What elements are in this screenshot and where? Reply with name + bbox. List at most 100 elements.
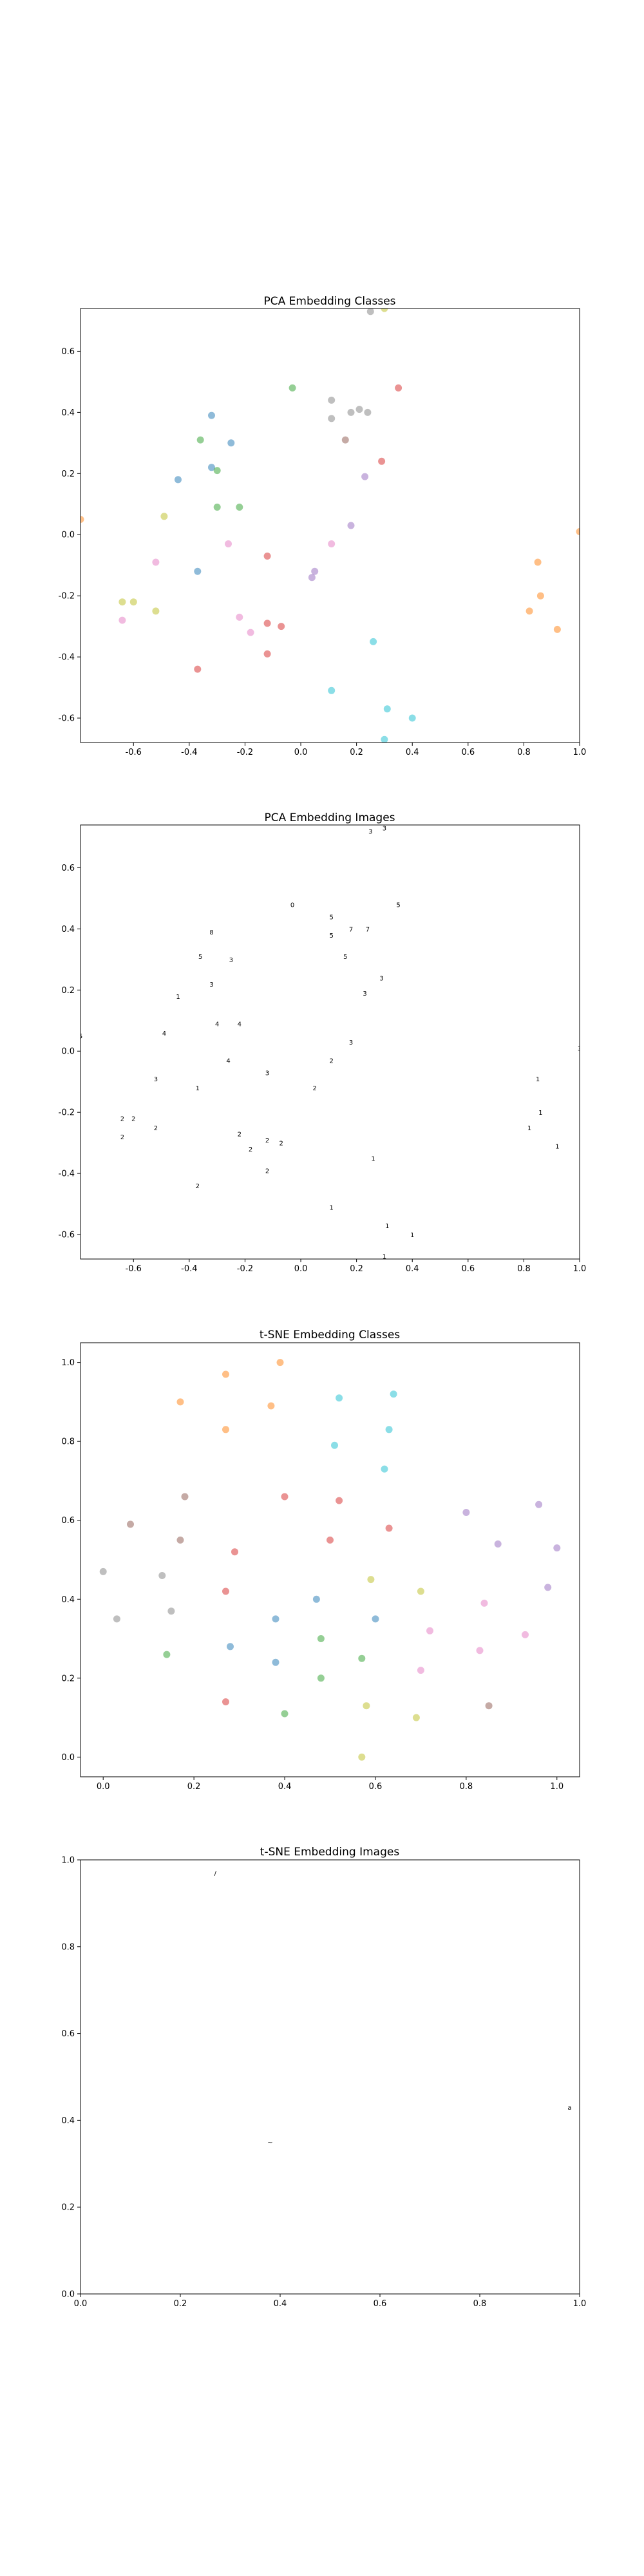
digit-image-marker: 2 <box>120 1134 124 1141</box>
x-axis: -0.6 -0.4 -0.2 0.0 0.2 0.4 0.6 0.8 1.0 <box>126 1259 586 1274</box>
y-tick-label: 0.6 <box>61 347 75 357</box>
scatter-point <box>272 1658 279 1666</box>
scatter-point <box>336 1394 343 1402</box>
scatter-point <box>225 540 232 547</box>
digit-image-marker: 5 <box>396 902 400 909</box>
scatter-point <box>522 1631 529 1638</box>
x-tick-label: 0.6 <box>461 1264 475 1274</box>
chart-title: t-SNE Embedding Classes <box>260 1329 400 1341</box>
digit-image-marker: 2 <box>131 1116 135 1123</box>
scatter-point <box>381 1465 388 1473</box>
x-tick-label: -0.2 <box>237 748 253 757</box>
x-tick-label: -0.6 <box>126 748 142 757</box>
scatter-point <box>553 1544 561 1552</box>
scatter-point <box>544 1584 552 1591</box>
scatter-point <box>358 1654 366 1662</box>
scatter-point <box>247 629 254 636</box>
scatter-point <box>227 1643 234 1651</box>
x-tick-label: 0.4 <box>278 1782 292 1792</box>
chart-pca-images: PCA Embedding Images 3 3 0 5 5 8 5 7 7 5 5 3 3 3 3 1 4 4 4… <box>59 811 587 1274</box>
scatter-point <box>385 1524 393 1532</box>
digit-image-marker: 2 <box>196 1183 200 1190</box>
scatter-point <box>328 396 336 404</box>
digit-image-marker: 7 <box>366 926 370 933</box>
scatter-point <box>263 553 271 560</box>
scatter-point <box>535 1501 543 1508</box>
scatter-point <box>328 687 336 694</box>
x-tick-label: 0.4 <box>406 1264 419 1274</box>
digit-image-marker: ~ <box>267 2139 272 2146</box>
x-axis: 0.0 0.2 0.4 0.6 0.8 1.0 <box>97 1777 564 1792</box>
chart-pca-classes: PCA Embedding Classes -0.6 -0.4 -0.2 0.0 0.2… <box>59 295 587 757</box>
digit-image-marker: 2 <box>120 1116 124 1123</box>
digit-image-marker: 2 <box>238 1131 242 1138</box>
scatter-point <box>417 1667 424 1674</box>
scatter-point <box>358 1753 366 1761</box>
x-tick-label: 0.8 <box>460 1782 473 1792</box>
scatter-point <box>381 308 388 312</box>
scatter-point <box>534 558 542 566</box>
x-axis: -0.6 -0.4 -0.2 0.0 0.2 0.4 0.6 0.8 1.0 <box>126 743 586 757</box>
x-tick-label: 0.6 <box>369 1782 383 1792</box>
digit-image-marker: 3 <box>154 1076 158 1083</box>
scatter-point <box>267 1402 275 1410</box>
scatter-point <box>372 1615 379 1623</box>
scatter-point <box>152 558 160 566</box>
scatter-point <box>194 665 202 673</box>
scatter-point <box>231 1548 238 1556</box>
x-tick-label: -0.4 <box>181 748 197 757</box>
scatter-point <box>276 1359 284 1367</box>
scatter-point <box>176 1536 184 1544</box>
scatter-point <box>158 1572 166 1579</box>
plot-frame <box>80 1342 580 1777</box>
digit-image-marker: 1 <box>527 1125 531 1132</box>
digit-image-marker: 2 <box>265 1168 269 1175</box>
y-tick-label: 0.6 <box>61 1516 75 1526</box>
scatter-point <box>175 476 182 484</box>
digit-image-marker: 1 <box>385 1223 389 1230</box>
digit-image-marker: a <box>567 2105 571 2112</box>
y-tick-label: 0.4 <box>61 408 75 418</box>
scatter-marks: / ~ a <box>214 1870 572 2146</box>
plot-frame <box>80 1859 580 2295</box>
digit-image-marker: 3 <box>383 826 386 833</box>
x-tick-label: 0.8 <box>517 748 531 757</box>
chart-tsne-images: t-SNE Embedding Images /~a 0.0 0.2 0.4 0.6 0… <box>61 1846 586 2309</box>
scatter-point <box>328 415 336 422</box>
scatter-point <box>196 436 204 444</box>
scatter-point <box>331 1441 338 1449</box>
scatter-point <box>213 504 221 511</box>
scatter-point <box>278 623 285 630</box>
y-tick-label: -0.4 <box>59 1170 75 1179</box>
digit-image-marker: 4 <box>226 1058 230 1065</box>
scatter-point <box>347 522 355 529</box>
x-tick-label: -0.2 <box>237 1264 253 1274</box>
x-tick-label: 0.0 <box>74 2299 88 2309</box>
scatter-point <box>194 567 202 575</box>
digit-image-marker: 2 <box>249 1146 252 1153</box>
scatter-point <box>383 705 391 713</box>
scatter-point <box>361 473 369 480</box>
digit-image-marker: 1 <box>410 1232 414 1239</box>
scatter-point <box>127 1520 134 1528</box>
scatter-point <box>163 1651 171 1658</box>
y-tick-label: 0.4 <box>61 1595 75 1605</box>
scatter-point <box>395 384 402 392</box>
scatter-point <box>222 1426 229 1434</box>
scatter-point <box>553 625 561 633</box>
x-tick-label: 0.0 <box>294 1264 308 1274</box>
scatter-point <box>213 467 221 475</box>
y-tick-label: 1.0 <box>61 1856 75 1866</box>
digit-image-marker: 2 <box>265 1137 269 1144</box>
x-tick-label: 0.0 <box>97 1782 110 1792</box>
digit-image-marker: 1 <box>330 1204 334 1211</box>
x-tick-label: 0.2 <box>350 748 363 757</box>
scatter-point <box>485 1702 493 1710</box>
scatter-point <box>311 567 319 575</box>
chart-tsne-classes: t-SNE Embedding Classes 0.0 0.2 0.4 0.6 0.8 1… <box>61 1329 580 1792</box>
digit-image-marker: 5 <box>198 954 202 961</box>
x-tick-label: 0.4 <box>274 2299 287 2309</box>
digit-image-marker: 3 <box>379 975 383 982</box>
